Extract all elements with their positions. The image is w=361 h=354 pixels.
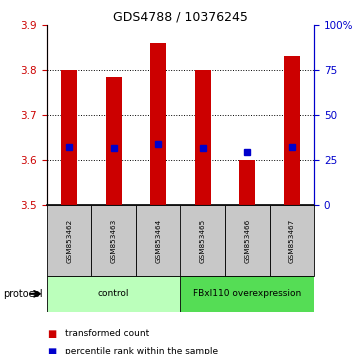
Text: GSM853467: GSM853467: [289, 218, 295, 263]
Bar: [239, 160, 255, 205]
Bar: [47, 205, 91, 276]
Text: ■: ■: [47, 329, 56, 339]
Text: percentile rank within the sample: percentile rank within the sample: [65, 347, 218, 354]
Title: GDS4788 / 10376245: GDS4788 / 10376245: [113, 11, 248, 24]
Bar: [195, 70, 210, 205]
Bar: [180, 205, 225, 276]
Text: GSM853463: GSM853463: [111, 218, 117, 263]
Text: protocol: protocol: [4, 289, 43, 299]
Text: GSM853466: GSM853466: [244, 218, 250, 263]
Bar: [225, 205, 270, 276]
Bar: [106, 77, 122, 205]
Text: FBxl110 overexpression: FBxl110 overexpression: [193, 289, 301, 298]
Text: GSM853462: GSM853462: [66, 218, 72, 263]
Bar: [136, 205, 180, 276]
Text: ■: ■: [47, 347, 56, 354]
Bar: [270, 205, 314, 276]
Text: transformed count: transformed count: [65, 329, 149, 338]
Bar: [47, 276, 180, 312]
Bar: [151, 43, 166, 205]
Text: GSM853464: GSM853464: [155, 218, 161, 263]
Bar: [91, 205, 136, 276]
Text: control: control: [98, 289, 130, 298]
Bar: [180, 276, 314, 312]
Text: GSM853465: GSM853465: [200, 218, 206, 263]
Bar: [61, 70, 77, 205]
Bar: [284, 56, 300, 205]
